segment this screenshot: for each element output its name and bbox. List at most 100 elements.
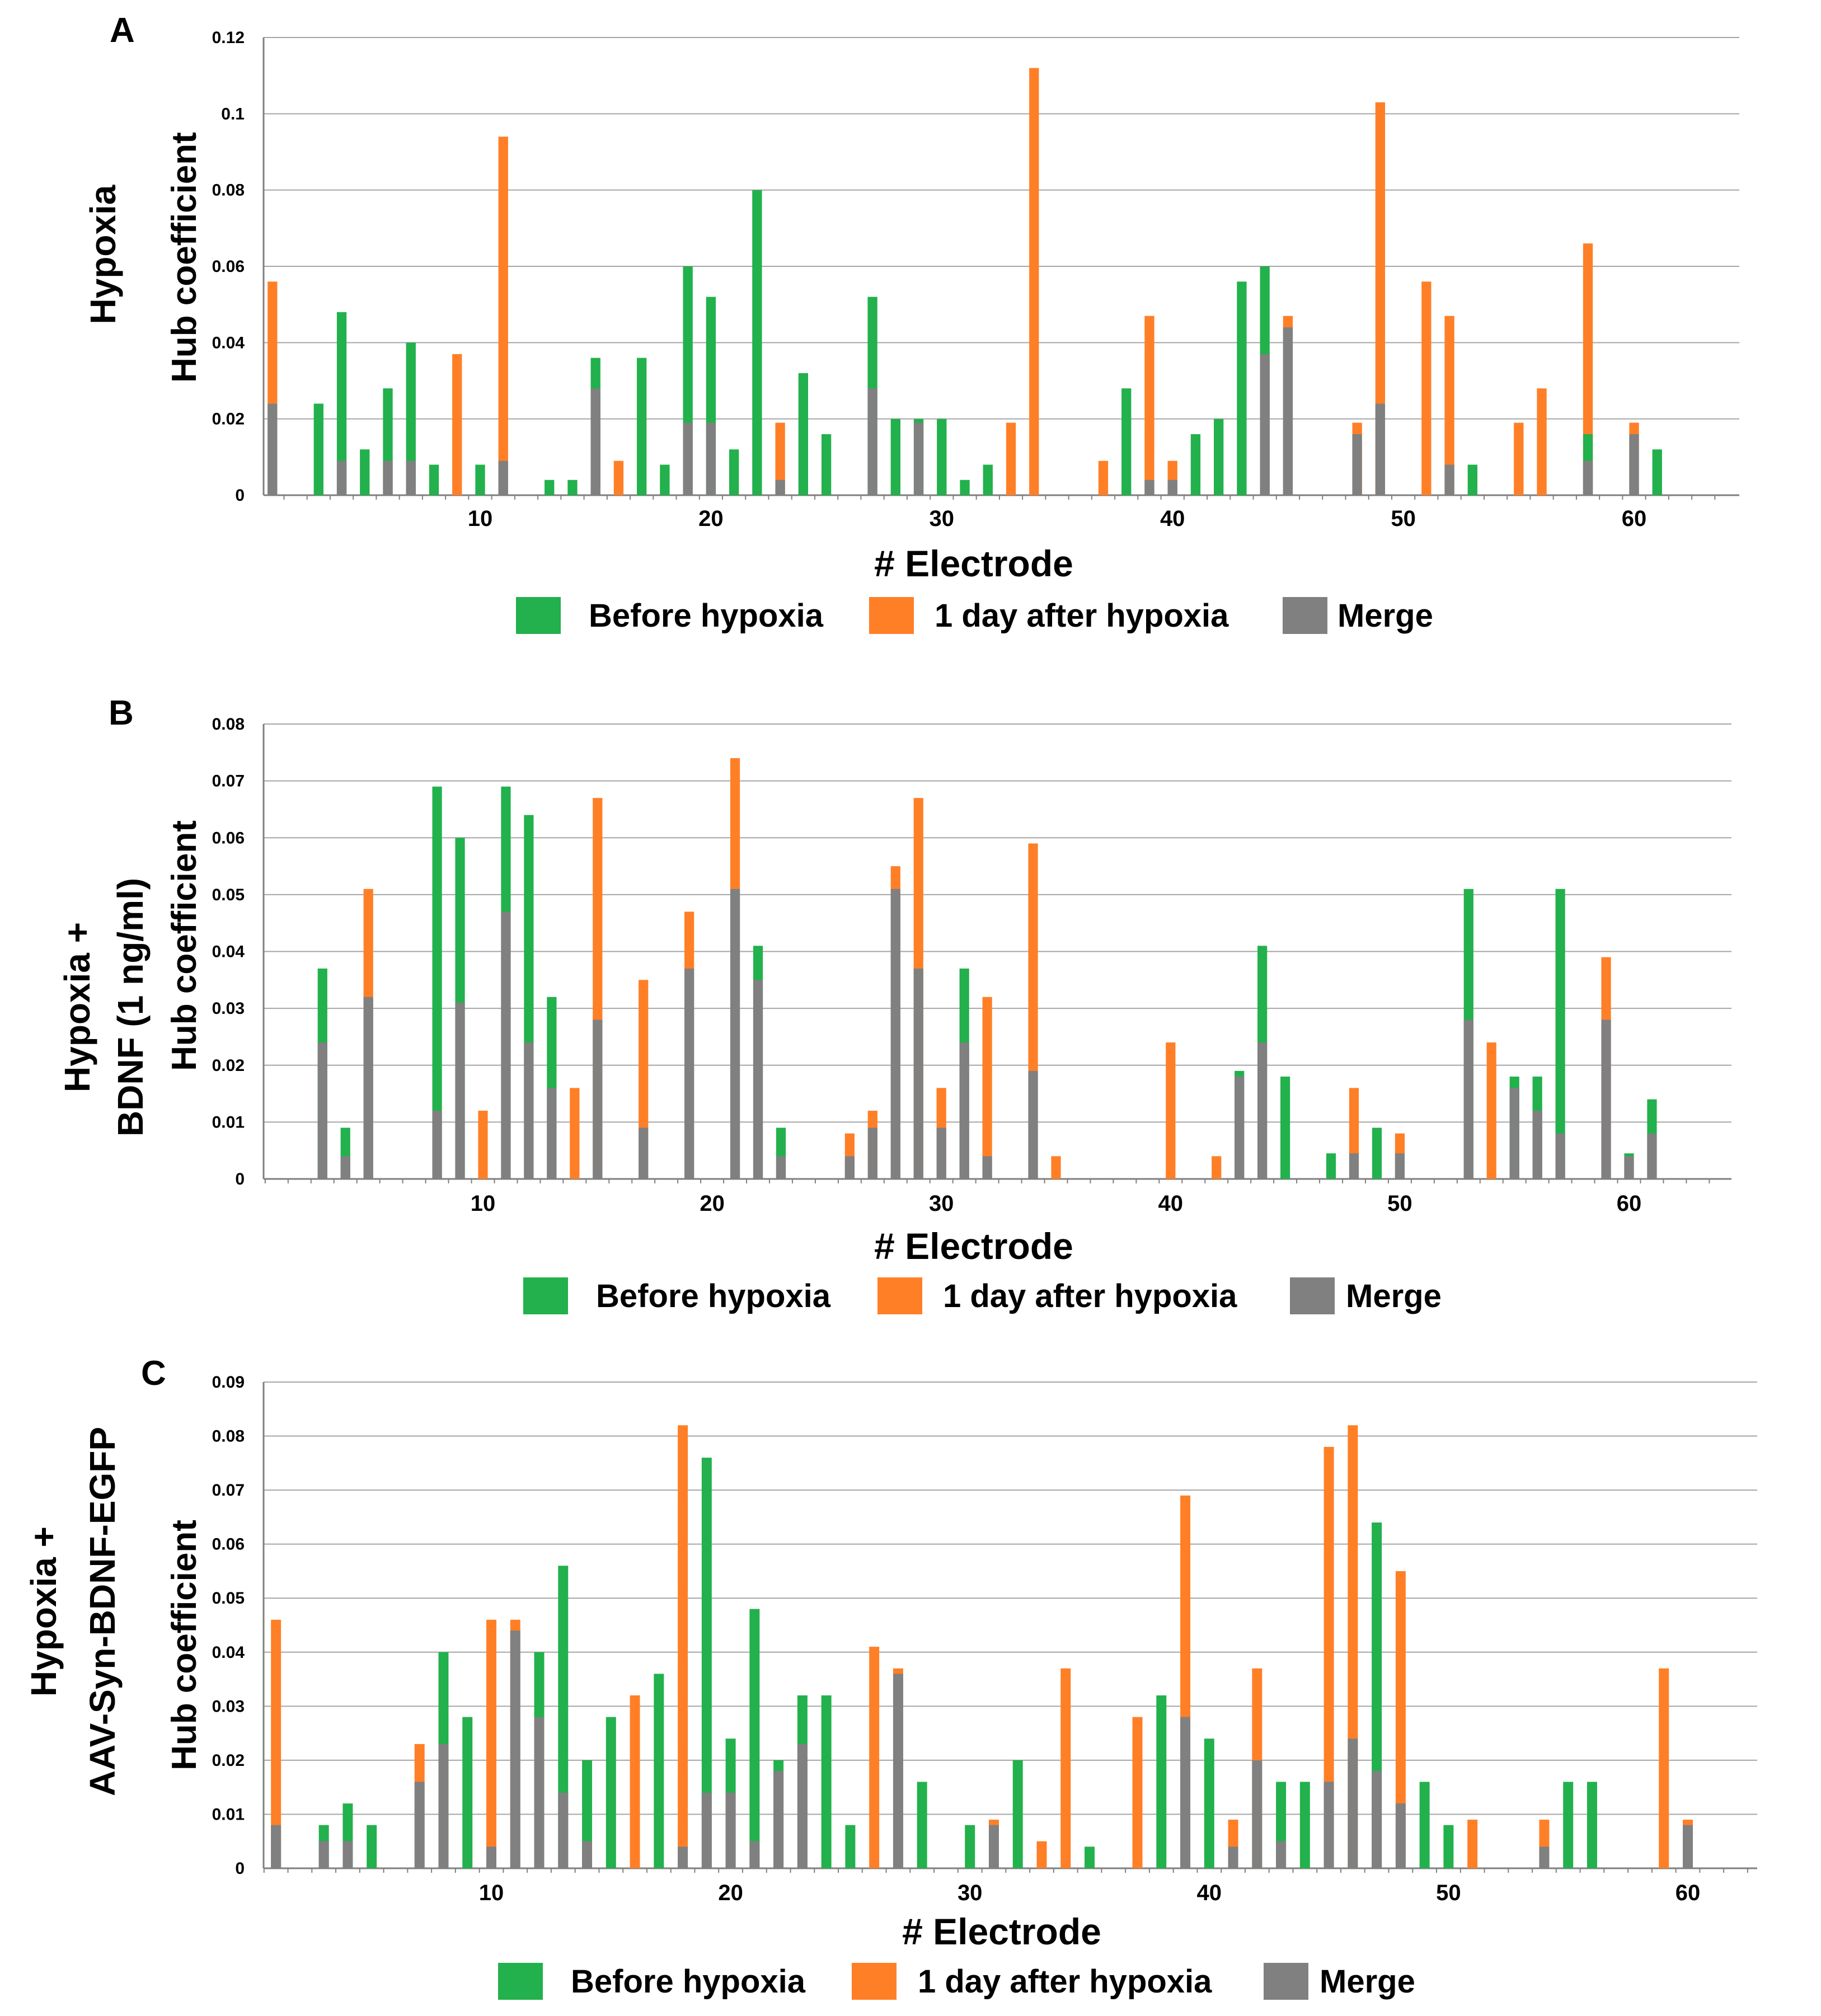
bar-after-hypoxia xyxy=(486,1619,496,1868)
bar-merge xyxy=(678,1846,688,1868)
bar-merge xyxy=(547,1088,557,1179)
x-tick-label: 20 xyxy=(718,1881,743,1905)
bar-merge xyxy=(683,422,693,495)
legend-label-merge: Merge xyxy=(1337,598,1433,634)
y-axis-title: Hub coefficient xyxy=(165,1520,204,1770)
x-tick-label: 40 xyxy=(1197,1881,1222,1905)
x-tick-label: 60 xyxy=(1617,1191,1642,1216)
bar-after-hypoxia xyxy=(1467,1820,1478,1868)
bar-after-hypoxia xyxy=(1132,1717,1143,1868)
bar-before-hypoxia xyxy=(960,480,970,495)
legend-swatch-after xyxy=(869,597,914,634)
gridlines xyxy=(264,723,1731,1123)
legend-label-after: 1 day after hypoxia xyxy=(918,1963,1212,2000)
condition-label-line-1: Hypoxia + xyxy=(57,922,97,1092)
legend-label-before: Before hypoxia xyxy=(596,1278,831,1314)
bar-before-hypoxia xyxy=(752,190,762,496)
x-tick-label: 60 xyxy=(1622,506,1647,531)
bar-merge xyxy=(1395,1803,1406,1868)
y-tick-label: 0.04 xyxy=(212,333,245,352)
bar-after-hypoxia xyxy=(1036,1841,1047,1868)
bar-merge xyxy=(936,1127,946,1179)
x-tick-label: 10 xyxy=(468,506,493,531)
y-axis-title: Hub coefficient xyxy=(165,820,204,1071)
bar-merge xyxy=(1555,1133,1565,1179)
bar-before-hypoxia xyxy=(1443,1825,1454,1868)
condition-label-line-2: BDNF (1 ng/ml) xyxy=(110,878,151,1136)
bar-after-hypoxia xyxy=(1421,281,1432,495)
bar-before-hypoxia xyxy=(1652,449,1662,495)
bar-merge xyxy=(498,460,508,495)
bar-merge xyxy=(1352,434,1362,495)
y-tick-label: 0 xyxy=(235,486,245,505)
bar-merge xyxy=(414,1782,425,1868)
bar-merge xyxy=(340,1156,350,1179)
x-tick-labels: 10 20 30 40 50 60 xyxy=(479,1881,1701,1905)
y-tick-labels: 0 0.02 0.04 0.06 0.08 0.1 0.12 xyxy=(212,29,245,505)
bar-merge xyxy=(582,1841,593,1868)
x-tick-label: 30 xyxy=(930,506,955,531)
y-tick-label: 0.08 xyxy=(212,1427,245,1446)
bar-merge xyxy=(342,1841,353,1868)
panel-a: A Hypoxia Hub coefficient # Electrode Be… xyxy=(83,11,1739,634)
legend-label-before: Before hypoxia xyxy=(571,1963,806,2000)
bars xyxy=(267,68,1662,496)
legend-swatch-after xyxy=(852,1963,897,2000)
bar-merge xyxy=(455,1002,465,1179)
x-axis-title: # Electrode xyxy=(902,1911,1101,1952)
bar-after-hypoxia xyxy=(678,1425,688,1868)
y-tick-labels: 0 0.01 0.02 0.03 0.04 0.05 0.06 0.07 0.08 xyxy=(212,715,245,1188)
bar-merge xyxy=(486,1846,496,1868)
x-tick-marks xyxy=(283,495,1716,500)
y-tick-label: 0.02 xyxy=(212,1056,245,1075)
legend-label-merge: Merge xyxy=(1320,1963,1415,2000)
y-tick-label: 0.06 xyxy=(212,257,245,276)
y-tick-label: 0.05 xyxy=(212,886,245,904)
bar-merge xyxy=(1395,1153,1405,1179)
bar-merge xyxy=(988,1825,999,1868)
y-tick-labels: 0 0.01 0.02 0.03 0.04 0.05 0.06 0.07 0.08 0.09 xyxy=(212,1373,245,1878)
legend-label-before: Before hypoxia xyxy=(589,598,824,634)
bar-merge xyxy=(797,1744,808,1868)
bar-merge xyxy=(438,1744,449,1868)
bar-merge xyxy=(432,1111,442,1179)
y-tick-label: 0.01 xyxy=(212,1805,245,1824)
bar-merge xyxy=(867,388,877,495)
bar-before-hypoxia xyxy=(1190,434,1201,495)
bar-before-hypoxia xyxy=(462,1717,473,1868)
bar-before-hypoxia xyxy=(1555,889,1565,1179)
bar-after-hypoxia xyxy=(1060,1668,1071,1868)
y-tick-label: 0.02 xyxy=(212,1751,245,1770)
bar-before-hypoxia xyxy=(432,786,442,1179)
y-tick-label: 0.04 xyxy=(212,1643,245,1662)
legend-label-merge: Merge xyxy=(1346,1278,1442,1314)
bar-after-hypoxia xyxy=(271,1619,281,1868)
y-tick-label: 0.08 xyxy=(212,715,245,734)
bar-before-hypoxia xyxy=(1214,419,1224,495)
bar-merge xyxy=(1601,1019,1611,1179)
bar-after-hypoxia xyxy=(869,1647,880,1868)
bar-merge xyxy=(776,1156,786,1179)
bar-merge xyxy=(1539,1846,1550,1868)
bar-before-hypoxia xyxy=(313,403,323,495)
bar-merge xyxy=(867,1127,877,1179)
condition-label-line-1: Hypoxia + xyxy=(24,1526,64,1697)
bar-after-hypoxia xyxy=(1144,316,1154,495)
bar-merge xyxy=(336,460,347,495)
bar-after-hypoxia xyxy=(775,422,785,495)
bar-merge xyxy=(510,1630,520,1868)
bar-before-hypoxia xyxy=(567,480,578,495)
bar-merge xyxy=(753,980,763,1179)
bar-before-hypoxia xyxy=(660,464,670,495)
bar-before-hypoxia xyxy=(845,1825,856,1868)
bar-merge xyxy=(982,1156,992,1179)
y-tick-label: 0.03 xyxy=(212,1697,245,1716)
bar-before-hypoxia xyxy=(654,1674,664,1868)
bar-merge xyxy=(1509,1088,1519,1179)
bar-merge xyxy=(590,388,600,495)
bar-before-hypoxia xyxy=(1204,1738,1214,1868)
bar-before-hypoxia xyxy=(729,449,739,495)
bar-after-hypoxia xyxy=(1583,243,1593,495)
panel-label: A xyxy=(110,11,135,50)
bar-merge xyxy=(730,889,740,1179)
